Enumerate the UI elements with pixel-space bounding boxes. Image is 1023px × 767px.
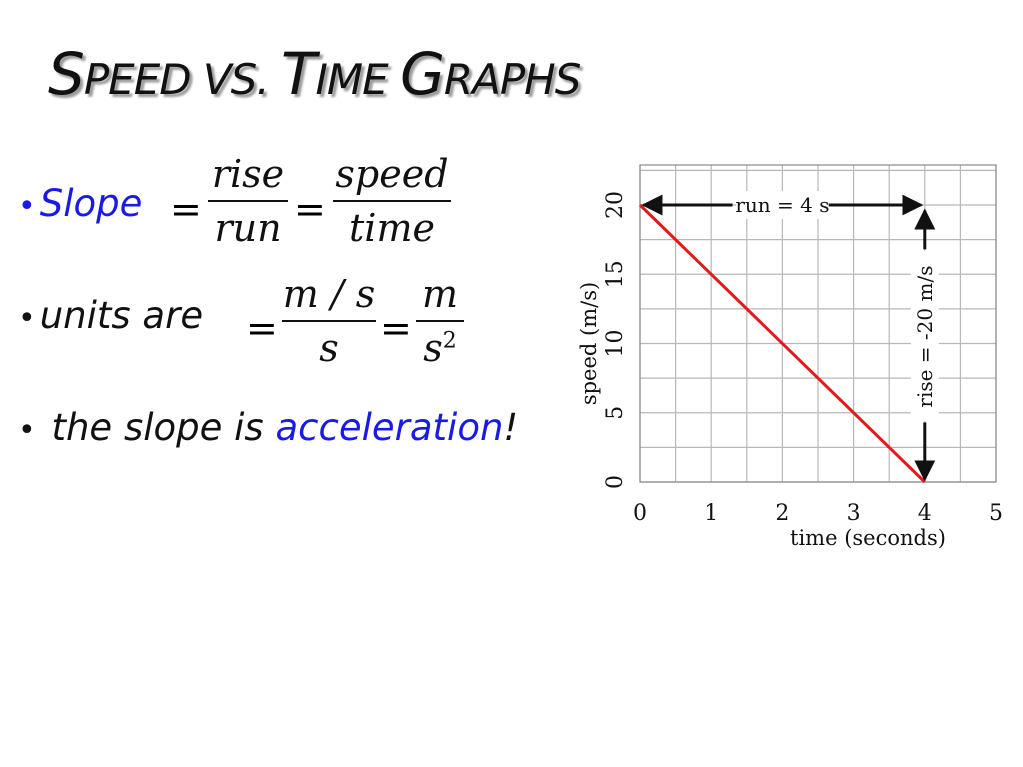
bullet-slope: • Slope — [18, 182, 143, 225]
title-part: G — [399, 40, 445, 108]
slope-is-text: the slope is — [51, 406, 276, 449]
series-line — [638, 203, 926, 484]
denominator-s: s — [319, 326, 339, 370]
numerator-m: m — [421, 272, 459, 316]
y-tick-label: 20 — [603, 191, 628, 219]
rise-label-bg — [910, 250, 939, 422]
meters-over-second-squared: m s2 — [416, 272, 464, 370]
equals-sign: = — [380, 306, 412, 350]
y-axis-label: speed (m/s) — [577, 282, 601, 405]
x-tick-label: 0 — [633, 501, 647, 526]
title-part: IME — [315, 55, 400, 104]
title-part: T — [281, 40, 316, 108]
x-tick-label: 5 — [989, 501, 1003, 526]
title-part: PEED VS. — [83, 55, 282, 104]
y-tick-label: 5 — [603, 406, 628, 420]
equals-sign: = — [246, 306, 278, 350]
acceleration-word: acceleration — [275, 406, 504, 449]
numerator-m-per-s: m / s — [282, 272, 376, 316]
run-label-bg — [736, 191, 829, 219]
units-label: units are — [39, 294, 204, 337]
y-tick-label: 0 — [603, 475, 628, 489]
y-tick-label: 15 — [603, 260, 628, 288]
fraction-bar — [208, 200, 288, 202]
title-part: S — [48, 40, 85, 108]
x-axis-label: time (seconds) — [790, 526, 946, 550]
chart-ticks: 0 1 2 3 4 5 0 5 10 15 20 time (seconds) speed (m/s) — [577, 191, 1003, 550]
run-label: run = 4 s — [735, 193, 829, 217]
exclamation: ! — [503, 406, 519, 449]
x-tick-label: 3 — [847, 501, 861, 526]
denominator-run: run — [214, 206, 282, 250]
slope-label: Slope — [39, 182, 143, 225]
page-title: SPEED VS. TIME GRAPHS — [48, 40, 581, 108]
x-tick-label: 2 — [775, 501, 789, 526]
chart-series — [638, 203, 926, 484]
exponent: 2 — [442, 328, 457, 354]
denominator-s-squared: s2 — [416, 326, 464, 370]
equals-sign: = — [170, 187, 202, 231]
equals-sign: = — [294, 187, 326, 231]
speed-over-time: speed time — [333, 152, 451, 250]
bullet-units: • units are — [18, 294, 204, 337]
numerator-rise: rise — [211, 152, 285, 196]
denominator-s: s — [423, 326, 443, 370]
chart-annotations: run = 4 s rise = -20 m/s — [641, 191, 939, 482]
numerator-speed: speed — [335, 152, 449, 196]
x-tick-label: 1 — [704, 501, 718, 526]
y-tick-label: 10 — [603, 330, 628, 358]
x-tick-label: 4 — [918, 501, 932, 526]
meters-per-second-over-second: m / s s — [282, 272, 376, 370]
plot-frame — [639, 164, 997, 483]
fraction-bar — [333, 200, 451, 202]
rise-label: rise = -20 m/s — [913, 266, 937, 408]
bullet-acceleration: • the slope is acceleration! — [18, 406, 519, 449]
title-part: RAPHS — [443, 55, 581, 104]
fraction-bar — [282, 320, 376, 322]
denominator-time: time — [349, 206, 435, 250]
rise-over-run: rise run — [208, 152, 288, 250]
fraction-bar — [416, 320, 464, 322]
